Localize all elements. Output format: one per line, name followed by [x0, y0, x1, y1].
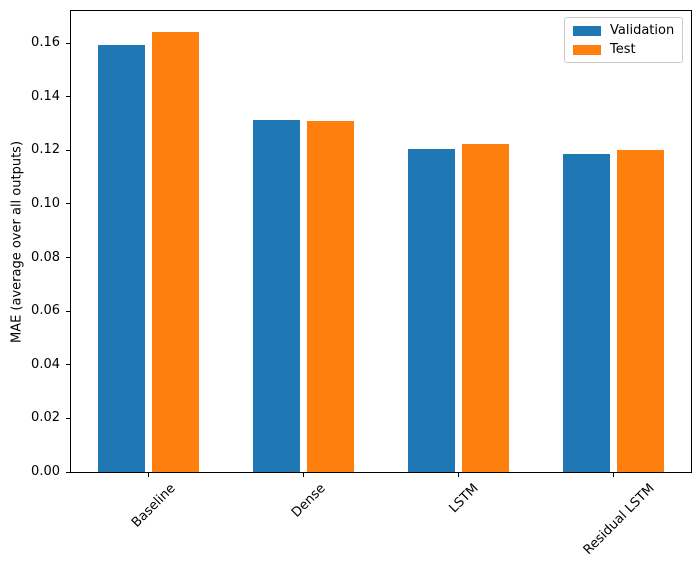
- x-axis-tick: [458, 473, 459, 477]
- y-axis-tick: [66, 310, 70, 312]
- y-axis-tick-label: 0.14: [31, 88, 60, 104]
- y-axis-tick: [66, 417, 70, 419]
- y-axis-tick: [66, 149, 70, 151]
- y-axis-tick: [66, 96, 70, 98]
- legend-swatch-validation: [573, 25, 601, 36]
- x-axis-tick: [613, 473, 614, 477]
- x-axis-tick: [303, 473, 304, 477]
- legend: Validation Test: [564, 17, 684, 63]
- legend-swatch-test: [573, 44, 601, 55]
- y-axis-tick-label: 0.00: [31, 464, 60, 479]
- x-axis-tick-label-residual-lstm: Residual LSTM: [580, 481, 658, 558]
- legend-item-test: Test: [573, 42, 674, 57]
- y-axis-tick: [66, 471, 70, 473]
- y-axis-tick: [66, 203, 70, 205]
- bar-validation-residual-lstm: [563, 153, 610, 472]
- bar-validation-lstm: [408, 149, 455, 472]
- bar-test-lstm: [462, 144, 509, 472]
- legend-label-test: Test: [610, 42, 636, 57]
- y-axis-tick-label: 0.08: [31, 249, 60, 265]
- y-axis-tick: [66, 42, 70, 44]
- y-axis-tick-label: 0.12: [31, 142, 60, 158]
- y-axis-tick: [66, 257, 70, 259]
- x-axis-tick: [148, 473, 149, 477]
- x-axis-tick-label-dense: Dense: [288, 481, 329, 521]
- y-axis-tick-label: 0.10: [31, 195, 60, 211]
- y-axis-tick-label: 0.04: [31, 356, 60, 372]
- bar-test-residual-lstm: [617, 150, 664, 472]
- bar-test-dense: [307, 120, 354, 472]
- x-axis-tick-label-lstm: LSTM: [446, 481, 482, 517]
- x-axis-tick-label-baseline: Baseline: [128, 481, 179, 531]
- y-axis-tick-label: 0.16: [31, 35, 60, 51]
- y-axis-tick: [66, 364, 70, 366]
- bar-validation-dense: [253, 120, 300, 472]
- legend-label-validation: Validation: [610, 23, 675, 38]
- y-axis-tick-label: 0.02: [31, 410, 60, 426]
- plot-area: [70, 10, 692, 473]
- legend-item-validation: Validation: [573, 23, 674, 38]
- bar-validation-baseline: [98, 45, 145, 472]
- bar-test-baseline: [152, 31, 199, 472]
- y-axis-tick-label: 0.06: [31, 303, 60, 319]
